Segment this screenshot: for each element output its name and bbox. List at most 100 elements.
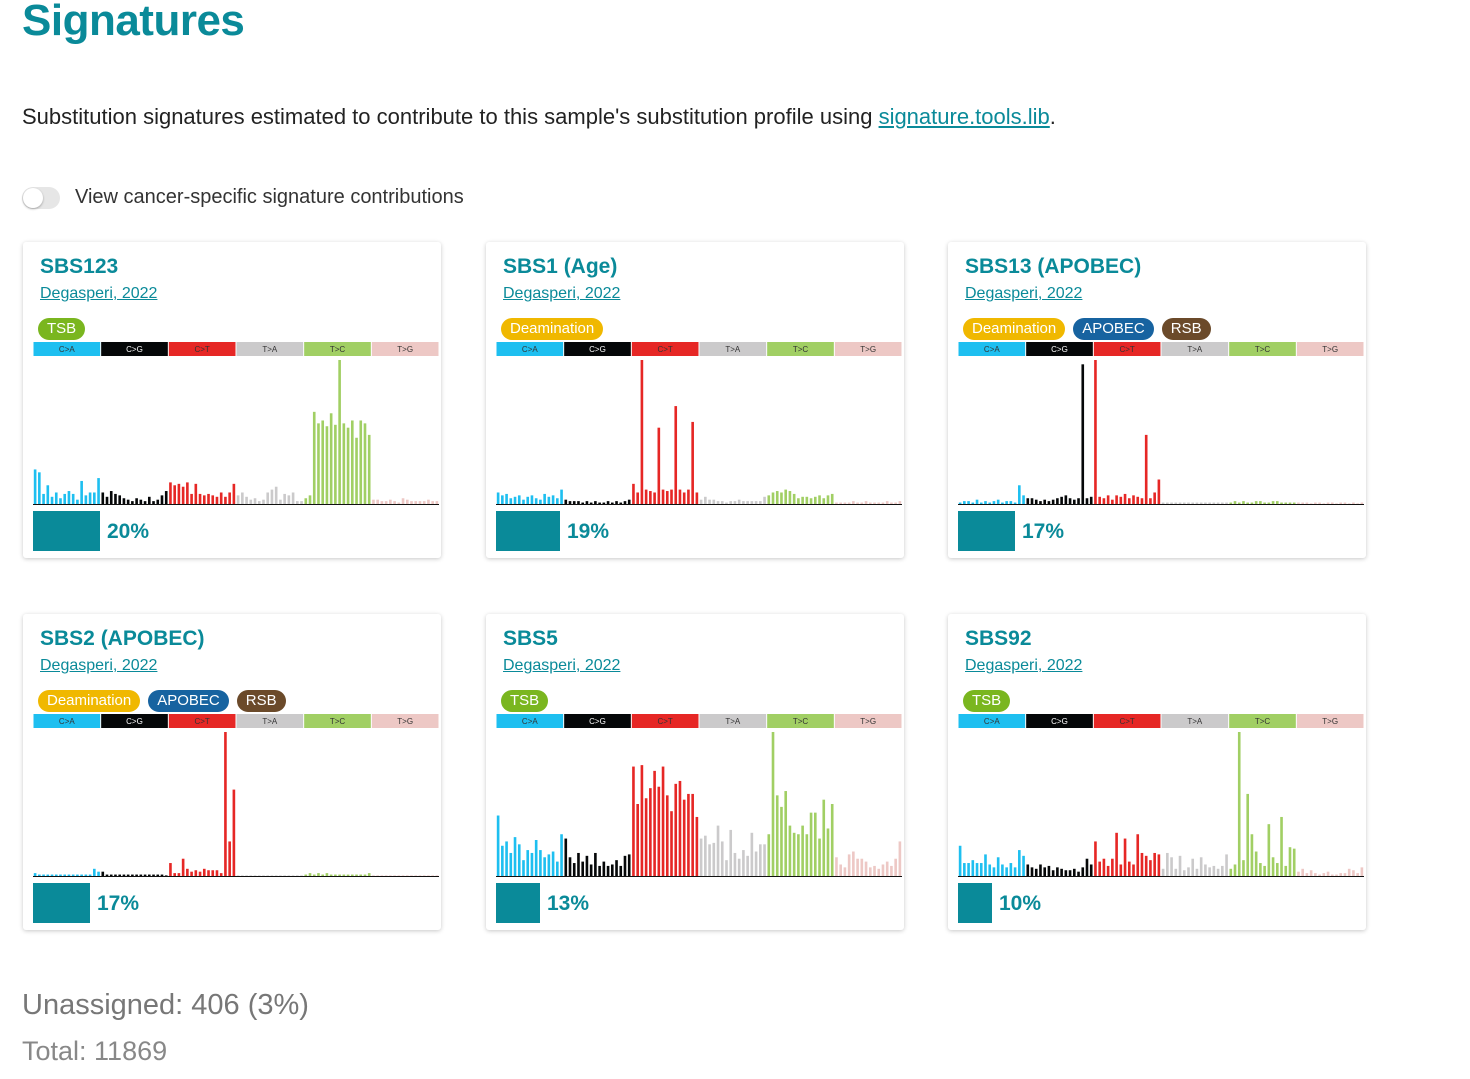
signature-bar (418, 875, 422, 876)
signature-bar (589, 864, 593, 876)
signature-bar (598, 865, 601, 876)
class-label: C>G (1051, 717, 1068, 726)
signature-bar (746, 855, 749, 876)
signature-bar (1229, 502, 1233, 504)
signature-bar (992, 501, 996, 504)
signature-bar (822, 498, 826, 504)
class-strip-t-a (236, 342, 304, 356)
signature-bar (598, 502, 601, 504)
signature-reference-link[interactable]: Degasperi, 2022 (503, 657, 621, 674)
signature-reference-link[interactable]: Degasperi, 2022 (965, 285, 1083, 302)
signature-bar (560, 834, 563, 876)
signature-bar (801, 825, 804, 876)
contribution-bar (958, 883, 992, 923)
signature-bar (1221, 865, 1224, 876)
signature-bar (1191, 502, 1195, 504)
signature-bar (422, 501, 426, 504)
signature-bar (186, 868, 189, 876)
signature-bar (975, 863, 979, 876)
class-strip-c-a (958, 714, 1026, 728)
class-label: C>G (1051, 345, 1068, 354)
signature-bar (1263, 865, 1266, 876)
signature-bar (1081, 867, 1085, 876)
signature-bar (380, 501, 384, 504)
signature-profile-chart: C>A C>G C>T T>A T>C T>G (958, 342, 1364, 505)
signature-bar (1009, 501, 1013, 504)
signature-bar (1034, 868, 1038, 876)
tag-rsb: RSB (1161, 318, 1211, 340)
signature-bar (1212, 865, 1216, 876)
signature-bar (376, 499, 379, 504)
signature-bar (577, 501, 580, 504)
signature-bar (843, 867, 847, 876)
signature-bar (346, 874, 350, 876)
signature-bar (1013, 867, 1017, 876)
signature-bar (530, 852, 534, 876)
signature-bar (435, 501, 439, 504)
signature-bar (1106, 495, 1110, 504)
signature-bar (350, 874, 354, 876)
signature-bar (996, 499, 1000, 504)
signature-bar (568, 501, 572, 504)
signature-bar (988, 502, 992, 504)
signature-bar (670, 489, 673, 504)
cancer-specific-toggle[interactable] (22, 186, 60, 209)
class-label: C>T (657, 345, 672, 354)
signature-bar (1309, 870, 1313, 876)
signature-bar (84, 495, 88, 504)
signature-bar (1161, 868, 1165, 876)
signature-bar (418, 501, 422, 504)
signature-bar (401, 498, 405, 504)
signature-bar (1111, 499, 1114, 504)
signature-reference-link[interactable]: Degasperi, 2022 (503, 285, 621, 302)
signature-bar (657, 786, 661, 876)
signature-bar (186, 482, 189, 504)
signature-bar (317, 423, 320, 504)
signature-bar (266, 492, 270, 504)
signature-bar (33, 873, 37, 876)
signature-bar (1022, 495, 1025, 504)
signature-bar (763, 844, 766, 876)
signature-bar (1305, 873, 1309, 876)
class-strip-t-c (304, 342, 371, 356)
signature-bar (623, 855, 627, 876)
signature-reference-link[interactable]: Degasperi, 2022 (40, 285, 158, 302)
signature-bar (1064, 870, 1068, 876)
signature-bar (249, 499, 253, 504)
signature-tools-link[interactable]: signature.tools.lib (878, 104, 1050, 129)
signature-bar (864, 501, 868, 504)
signature-bar (1221, 502, 1224, 504)
class-strip-c-g (1026, 342, 1093, 356)
class-label: T>A (1187, 717, 1203, 726)
signature-bar (181, 486, 185, 504)
signature-bar (1022, 855, 1025, 876)
signature-bar (317, 873, 320, 876)
signature-bar (359, 420, 363, 504)
total-count: Total: 11869 (22, 1036, 168, 1066)
signature-bar (847, 854, 851, 876)
signature-bar (1166, 852, 1169, 876)
signature-reference-link[interactable]: Degasperi, 2022 (40, 657, 158, 674)
signature-bar (88, 492, 92, 504)
signature-bar (38, 874, 41, 876)
signature-bar (325, 873, 329, 876)
intro-text: Substitution signatures estimated to con… (22, 104, 1056, 130)
signature-bar (270, 489, 274, 504)
class-strip-c-t (168, 714, 236, 728)
signature-bar (971, 502, 975, 504)
signature-bar (1326, 871, 1330, 876)
signature-bar (46, 485, 50, 504)
signature-bar (287, 875, 291, 876)
class-label: C>G (126, 345, 143, 354)
signature-bar (1174, 868, 1178, 876)
signature-bar (334, 424, 337, 504)
signature-bar (1275, 501, 1279, 504)
class-strip-t-g (1296, 714, 1364, 728)
signature-bar (1026, 864, 1030, 876)
signature-bar (784, 791, 788, 876)
signature-reference-link[interactable]: Degasperi, 2022 (965, 657, 1083, 674)
signature-bar (270, 875, 274, 876)
class-label: T>G (397, 717, 413, 726)
signature-bar (1149, 498, 1152, 504)
signature-name: SBS1 (Age) (503, 255, 618, 278)
